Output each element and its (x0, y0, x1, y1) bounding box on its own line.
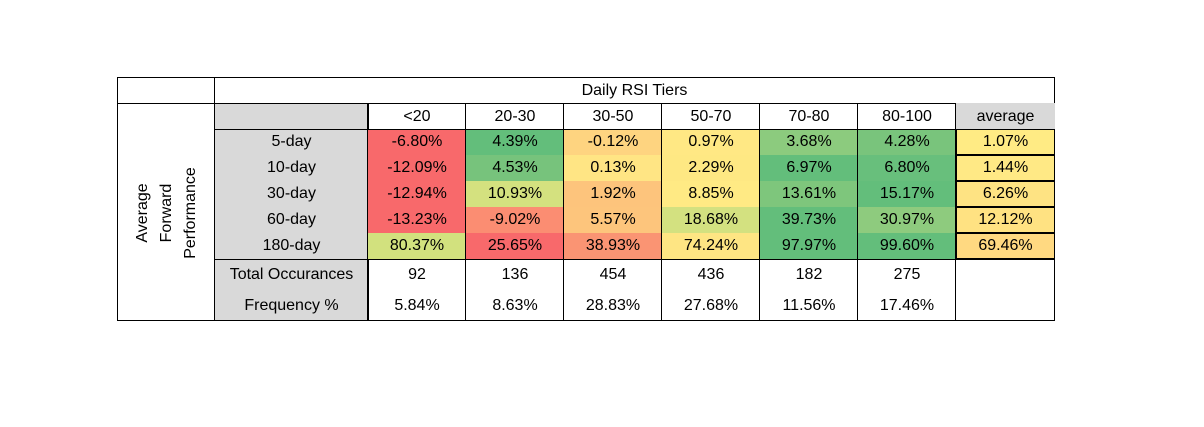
header-blank-cell (214, 103, 369, 130)
heat-cell: -0.12% (564, 129, 662, 155)
column-divider (661, 103, 662, 321)
average-cell: 1.44% (956, 155, 1055, 181)
header-divider (214, 129, 1055, 130)
footer-value: 454 (599, 265, 627, 283)
heat-cell: 4.39% (466, 129, 564, 155)
heat-cell: 74.24% (662, 233, 760, 259)
heat-cell: 13.61% (760, 181, 858, 207)
row-label: 60-day (267, 211, 316, 228)
column-header: 70-80 (788, 107, 830, 125)
footer-divider (214, 259, 1055, 260)
column-header: average (956, 103, 1055, 130)
heat-cell: 30.97% (858, 207, 956, 233)
footer-value: 11.56% (782, 296, 836, 314)
heat-cell: 6.80% (858, 155, 956, 181)
heat-cell: 18.68% (662, 207, 760, 233)
heat-cell: 2.29% (662, 155, 760, 181)
footer-value: 27.68% (683, 296, 739, 314)
column-divider (563, 103, 564, 321)
heat-cell: 0.13% (564, 155, 662, 181)
row-label: 30-day (267, 185, 316, 202)
column-header: 50-70 (690, 107, 732, 125)
heat-cell: 6.97% (760, 155, 858, 181)
row-label: 5-day (271, 133, 312, 150)
average-cell: 69.46% (956, 233, 1055, 259)
heat-cell: -12.09% (368, 155, 466, 181)
heat-cell: 1.92% (564, 181, 662, 207)
column-header: 20-30 (494, 107, 536, 125)
column-header: <20 (403, 107, 431, 125)
column-divider (857, 103, 858, 321)
heat-cell: 80.37% (368, 233, 466, 259)
heat-cell: -13.23% (368, 207, 466, 233)
heat-cell: 3.68% (760, 129, 858, 155)
column-divider (955, 103, 956, 321)
footer-row-label: Total Occurances (229, 265, 354, 283)
heat-cell: 97.97% (760, 233, 858, 259)
heat-cell: 4.28% (858, 129, 956, 155)
footer-label-column (214, 259, 369, 321)
footer-value: 5.84% (394, 296, 440, 314)
heat-cell: 38.93% (564, 233, 662, 259)
y-axis-label: Average Forward Performance (134, 167, 199, 259)
footer-value: 8.63% (492, 296, 538, 314)
average-cell: 1.07% (956, 129, 1055, 155)
footer-value: 182 (795, 265, 823, 283)
heat-cell: 99.60% (858, 233, 956, 259)
row-group-label-cell: Average Forward Performance (117, 103, 215, 321)
heat-cell: 0.97% (662, 129, 760, 155)
column-header: 80-100 (882, 107, 932, 125)
heat-cell: 25.65% (466, 233, 564, 259)
heat-cell: -12.94% (368, 181, 466, 207)
rsi-performance-table: Average Forward Performance Daily RSI Tie… (117, 77, 1055, 321)
average-cell: 12.12% (956, 207, 1055, 233)
heat-cell: 39.73% (760, 207, 858, 233)
heat-cell: 10.93% (466, 181, 564, 207)
footer-value: 275 (893, 265, 921, 283)
footer-value: 92 (408, 265, 426, 283)
heat-cell: -6.80% (368, 129, 466, 155)
column-header: 30-50 (592, 107, 634, 125)
heat-cell: 15.17% (858, 181, 956, 207)
row-label: 10-day (267, 159, 316, 176)
column-divider (759, 103, 760, 321)
heat-cell: -9.02% (466, 207, 564, 233)
heat-cell: 4.53% (466, 155, 564, 181)
column-divider (465, 103, 466, 321)
footer-values-frame (368, 259, 1055, 321)
footer-value: 28.83% (585, 296, 641, 314)
footer-value: 436 (697, 265, 725, 283)
footer-value: 17.46% (879, 296, 935, 314)
corner-cell (117, 77, 215, 104)
footer-value: 136 (501, 265, 529, 283)
chart-title: Daily RSI Tiers (214, 77, 1055, 104)
heat-cell: 5.57% (564, 207, 662, 233)
column-divider (367, 103, 368, 321)
row-label: 180-day (262, 237, 321, 254)
average-cell: 6.26% (956, 181, 1055, 207)
heat-cell: 8.85% (662, 181, 760, 207)
footer-row-label: Frequency % (244, 296, 339, 314)
